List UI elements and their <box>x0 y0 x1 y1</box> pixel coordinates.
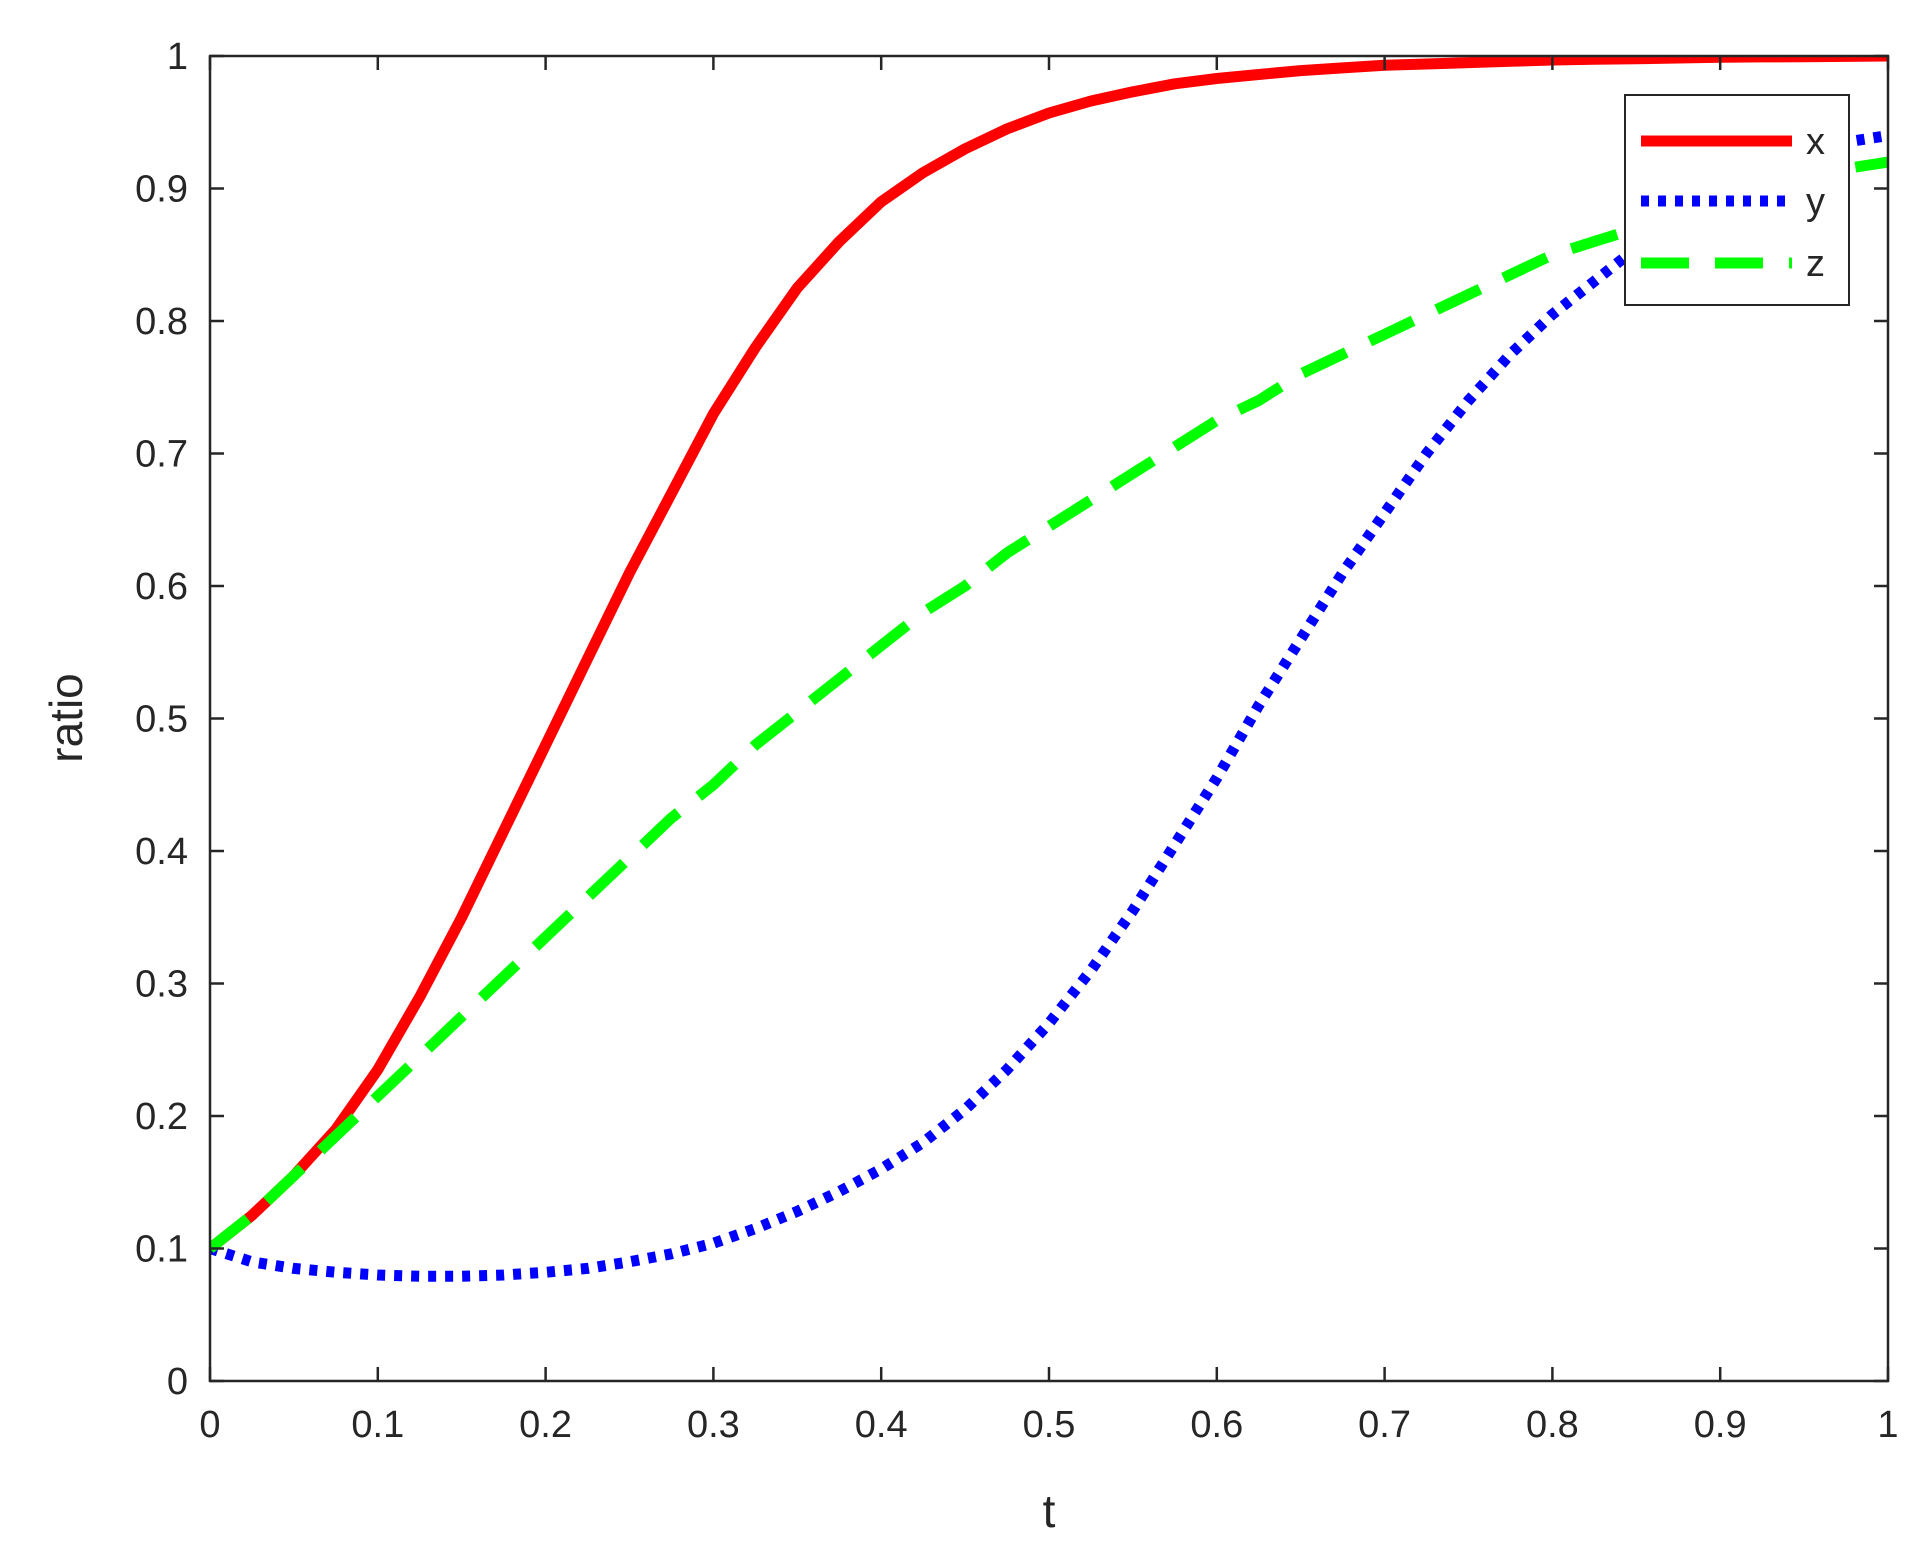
series-layer <box>210 56 1888 1282</box>
y-tick-label: 0.9 <box>135 169 188 211</box>
y-tick-label: 1 <box>167 36 188 78</box>
x-tick-label: 0.8 <box>1526 1404 1579 1446</box>
x-tick-label: 0.9 <box>1694 1404 1747 1446</box>
x-tick-label: 1 <box>1877 1404 1898 1446</box>
series-line-x <box>210 56 1888 1253</box>
x-tick-label: 0.7 <box>1358 1404 1411 1446</box>
y-tick-label: 0.4 <box>135 831 188 873</box>
x-tick-label: 0.2 <box>519 1404 572 1446</box>
series-line-y <box>210 130 1888 1282</box>
legend-label-x: x <box>1806 121 1825 163</box>
plot-area <box>208 54 1890 1383</box>
series-line-z <box>210 156 1888 1253</box>
y-tick-label: 0.8 <box>135 301 188 343</box>
legend-label-z: z <box>1806 243 1825 285</box>
x-tick-label: 0 <box>199 1404 220 1446</box>
y-tick-label: 0.2 <box>135 1096 188 1138</box>
y-axis-label: ratio <box>40 673 92 762</box>
x-axis-label: t <box>1043 1485 1056 1537</box>
legend-label-y: y <box>1806 181 1825 223</box>
ticks-layer <box>208 54 1890 1383</box>
y-tick-label: 0.6 <box>135 566 188 608</box>
x-tick-label: 0.4 <box>855 1404 908 1446</box>
x-tick-label: 0.5 <box>1023 1404 1076 1446</box>
tick-labels-layer: 0 0.1 0.2 0.3 0.4 0.5 0.6 0.7 0.8 0.9 1 0 0.1 0.2 0.3 0… <box>135 36 1898 1446</box>
y-tick-label: 0.5 <box>135 699 188 741</box>
x-tick-label: 0.3 <box>687 1404 740 1446</box>
y-tick-label: 0 <box>167 1361 188 1403</box>
y-tick-label: 0.1 <box>135 1229 188 1271</box>
y-tick-label: 0.3 <box>135 964 188 1006</box>
y-tick-label: 0.7 <box>135 434 188 476</box>
legend-entries: xyz <box>1641 121 1825 285</box>
x-tick-label: 0.6 <box>1190 1404 1243 1446</box>
legend: xyz <box>1624 94 1850 306</box>
x-tick-label: 0.1 <box>351 1404 404 1446</box>
